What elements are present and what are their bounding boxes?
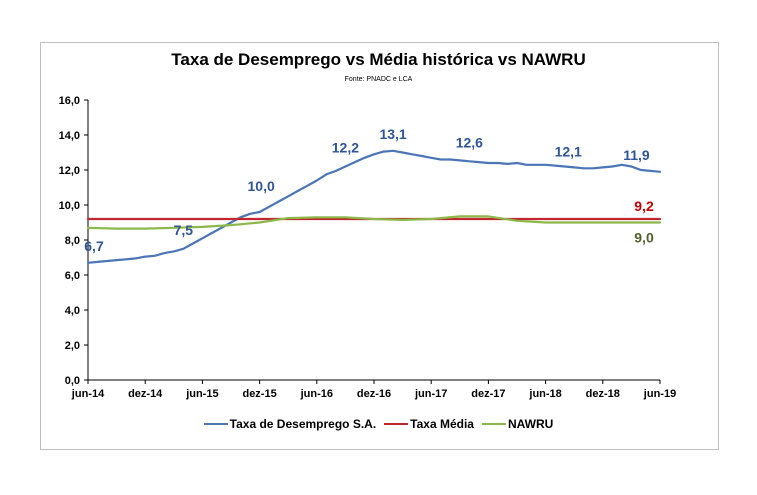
x-tick-label: jun-15	[185, 388, 218, 400]
y-tick-label: 14,0	[59, 130, 80, 142]
legend-swatch	[203, 423, 228, 425]
x-tick-label: jun-17	[414, 388, 447, 400]
data-label: 12,6	[456, 135, 483, 151]
chart-legend: Taxa de Desemprego S.A. Taxa Média NAWRU	[0, 417, 757, 431]
x-tick-label: dez-17	[471, 388, 505, 400]
x-tick-label: dez-18	[586, 388, 620, 400]
data-label: 13,1	[379, 126, 406, 142]
data-label: 10,0	[248, 178, 275, 194]
legend-item: NAWRU	[481, 417, 554, 431]
y-tick-label: 4,0	[65, 305, 80, 317]
y-tick-label: 0,0	[65, 375, 80, 387]
data-label: 12,1	[555, 143, 582, 159]
chart-subtitle: Fonte: PNADC e LCA	[344, 76, 413, 83]
y-tick-label: 2,0	[65, 340, 80, 352]
y-tick-label: 12,0	[59, 165, 80, 177]
data-label: 6,7	[84, 238, 104, 254]
x-tick-label: dez-15	[242, 388, 276, 400]
legend-label: Taxa Média	[410, 417, 474, 431]
x-tick-label: dez-14	[128, 388, 163, 400]
y-tick-label: 10,0	[59, 200, 80, 212]
legend-swatch	[384, 423, 409, 425]
x-tick-label: jun-19	[643, 388, 676, 400]
legend-label: NAWRU	[507, 417, 554, 431]
data-label: 9,0	[634, 230, 654, 246]
series-line-taxa-de-desemprego-s-a-	[86, 149, 662, 264]
series-line-nawru	[86, 215, 662, 230]
x-tick-label: jun-16	[300, 388, 333, 400]
x-tick-label: jun-14	[71, 388, 105, 400]
y-tick-label: 6,0	[65, 270, 80, 282]
legend-item: Taxa de Desemprego S.A.	[203, 417, 377, 431]
data-label: 11,9	[623, 147, 650, 163]
legend-label: Taxa de Desemprego S.A.	[229, 417, 377, 431]
y-tick-label: 16,0	[59, 95, 80, 107]
data-label: 7,5	[174, 222, 194, 238]
data-label: 9,2	[634, 198, 654, 214]
y-tick-label: 8,0	[65, 235, 80, 247]
legend-item: Taxa Média	[384, 417, 474, 431]
legend-swatch	[481, 423, 506, 425]
chart-frame	[40, 42, 719, 450]
data-label: 12,2	[332, 140, 359, 156]
x-tick-label: dez-16	[357, 388, 391, 400]
chart-title: Taxa de Desemprego vs Média histórica vs…	[171, 50, 586, 69]
x-tick-label: jun-18	[528, 388, 561, 400]
